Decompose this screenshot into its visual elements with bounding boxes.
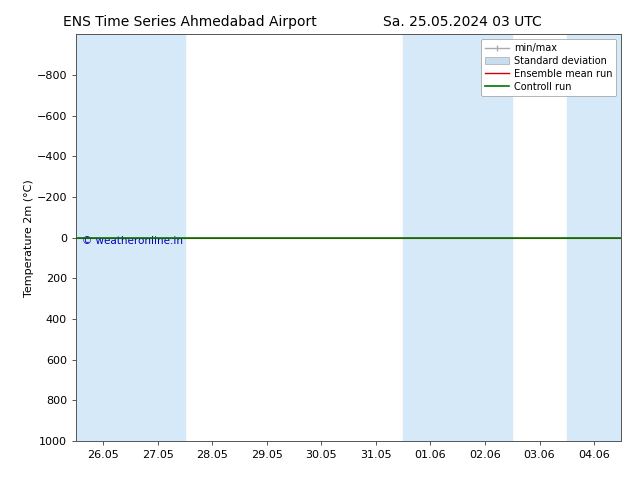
Text: ENS Time Series Ahmedabad Airport: ENS Time Series Ahmedabad Airport (63, 15, 317, 29)
Text: Sa. 25.05.2024 03 UTC: Sa. 25.05.2024 03 UTC (384, 15, 542, 29)
Bar (76, 34, 185, 441)
Y-axis label: Temperature 2m (°C): Temperature 2m (°C) (23, 179, 34, 296)
Bar (567, 34, 621, 441)
Bar (403, 34, 512, 441)
Legend: min/max, Standard deviation, Ensemble mean run, Controll run: min/max, Standard deviation, Ensemble me… (481, 39, 616, 96)
Text: © weatheronline.in: © weatheronline.in (82, 236, 183, 245)
